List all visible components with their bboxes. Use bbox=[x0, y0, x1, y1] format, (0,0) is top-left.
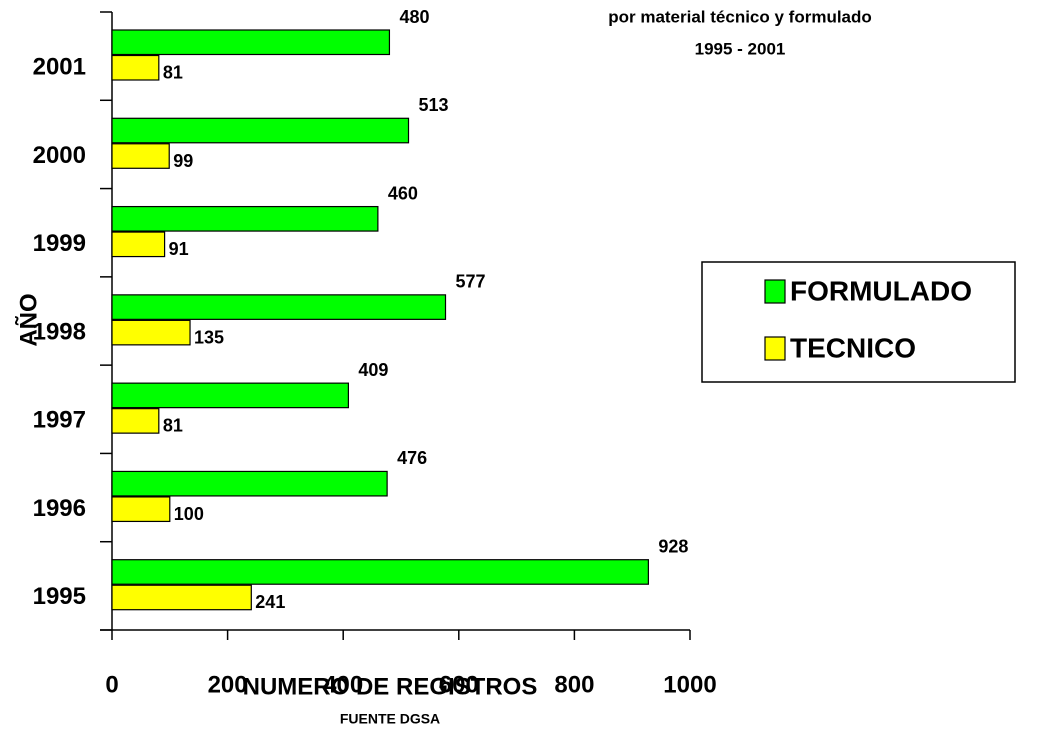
bar bbox=[111, 143, 170, 169]
value-label: 99 bbox=[173, 151, 193, 171]
bar bbox=[111, 117, 410, 144]
x-tick-label: 800 bbox=[554, 671, 594, 698]
value-label: 577 bbox=[456, 272, 486, 292]
value-label: 928 bbox=[658, 536, 688, 556]
y-tick-label: 1998 bbox=[33, 318, 86, 345]
legend-label: FORMULADO bbox=[790, 275, 972, 306]
value-label: 100 bbox=[174, 504, 204, 524]
bar bbox=[111, 205, 379, 232]
value-label: 480 bbox=[399, 7, 429, 27]
x-axis-label: NUMERO DE REGISTROS bbox=[243, 673, 538, 700]
x-tick-label: 400 bbox=[323, 671, 363, 698]
chart-title: por material técnico y formulado bbox=[608, 7, 872, 26]
value-label: 409 bbox=[358, 360, 388, 380]
value-label: 135 bbox=[194, 327, 224, 347]
bar bbox=[111, 231, 166, 258]
value-label: 241 bbox=[255, 592, 285, 612]
bar bbox=[111, 408, 160, 434]
bar bbox=[111, 584, 252, 611]
y-tick-label: 2001 bbox=[33, 53, 86, 80]
y-tick-label: 1995 bbox=[33, 583, 86, 610]
bar bbox=[111, 29, 391, 56]
bar bbox=[111, 496, 171, 523]
y-tick-label: 1999 bbox=[33, 230, 86, 257]
bar bbox=[111, 54, 160, 81]
bar bbox=[111, 319, 191, 346]
bar bbox=[111, 470, 388, 497]
bar bbox=[111, 382, 350, 409]
value-label: 91 bbox=[169, 239, 189, 259]
legend-swatch bbox=[764, 279, 786, 304]
chart-subtitle: 1995 - 2001 bbox=[695, 39, 786, 58]
value-label: 81 bbox=[163, 63, 183, 83]
value-label: 476 bbox=[397, 448, 427, 468]
bar bbox=[111, 294, 447, 320]
bar bbox=[111, 559, 649, 585]
y-axis-label: AÑO bbox=[14, 293, 42, 346]
value-label: 460 bbox=[388, 183, 418, 203]
legend-label: TECNICO bbox=[790, 332, 916, 363]
y-tick-label: 1996 bbox=[33, 495, 86, 522]
legend-swatch bbox=[764, 336, 786, 361]
x-tick-label: 200 bbox=[208, 671, 248, 698]
x-tick-label: 0 bbox=[105, 671, 118, 698]
value-label: 81 bbox=[163, 416, 183, 436]
x-tick-label: 600 bbox=[439, 671, 479, 698]
y-tick-label: 2000 bbox=[33, 142, 86, 169]
x-tick-label: 1000 bbox=[663, 671, 716, 698]
legend-box bbox=[701, 261, 1016, 383]
y-tick-label: 1997 bbox=[33, 407, 86, 434]
source-note: FUENTE DGSA bbox=[340, 711, 440, 727]
value-label: 513 bbox=[419, 95, 449, 115]
